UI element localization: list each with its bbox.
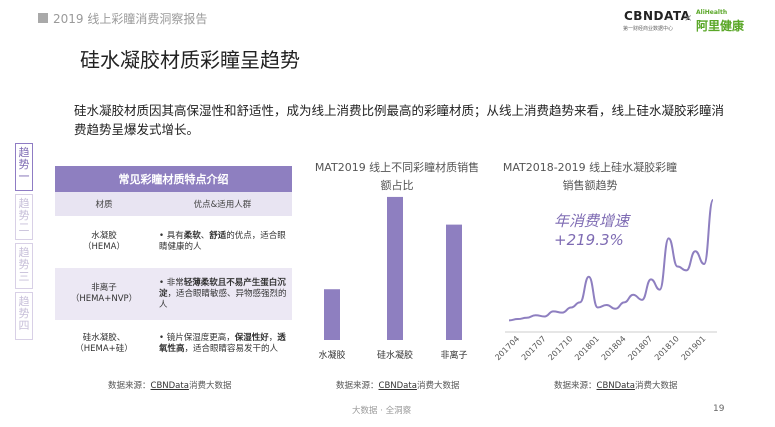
table-cell-desc: • 具有柔软、舒适的优点，适合眼睛健康的人 bbox=[153, 216, 292, 268]
x-tick-label: 201704 bbox=[495, 334, 521, 362]
table-row: 水凝胶 （HEMA） • 具有柔软、舒适的优点，适合眼睛健康的人 bbox=[55, 216, 292, 268]
table-cell-material: 水凝胶 （HEMA） bbox=[55, 216, 153, 268]
x-tick-label: 201810 bbox=[653, 334, 681, 362]
line-chart: 2017042017072017102018012018042018072018… bbox=[495, 199, 717, 362]
bar bbox=[324, 289, 340, 340]
x-tick-label: 201710 bbox=[546, 334, 574, 362]
cbndata-logo: CBNDATA bbox=[624, 9, 691, 23]
page-title: 硅水凝胶材质彩瞳呈趋势 bbox=[80, 48, 300, 72]
logo-separator: × bbox=[684, 13, 693, 24]
bar-category-label: 水凝胶 bbox=[318, 349, 345, 361]
side-tab-trend-4[interactable]: 趋势四 bbox=[15, 292, 33, 340]
table-cell-material: 硅水凝胶、 （HEMA+硅） bbox=[55, 320, 153, 368]
table-row: 非离子 （HEMA+NVP） • 非常轻薄柔软且不易产生蛋白沉淀，适合眼睛敏感、… bbox=[55, 268, 292, 320]
bar bbox=[446, 224, 462, 340]
report-title: 2019 线上彩瞳消费洞察报告 bbox=[53, 12, 208, 26]
x-tick-label: 201901 bbox=[680, 334, 708, 362]
material-table: 常见彩瞳材质特点介绍 材质 优点&适用人群 水凝胶 （HEMA） • 具有柔软、… bbox=[55, 166, 292, 368]
x-tick-label: 201804 bbox=[600, 334, 628, 362]
side-tab-trend-3[interactable]: 趋势三 bbox=[15, 243, 33, 289]
x-tick-label: 201807 bbox=[626, 334, 654, 362]
table-row: 硅水凝胶、 （HEMA+硅） • 镜片保湿度更高，保湿性好，透氧性高，适合眼睛容… bbox=[55, 320, 292, 368]
alihealth-logo-en: AliHealth bbox=[696, 9, 728, 16]
table-cell-desc: • 非常轻薄柔软且不易产生蛋白沉淀，适合眼睛敏感、异物感强烈的人 bbox=[153, 268, 292, 320]
line-chart-title: MAT2018-2019 线上硅水凝胶彩瞳销售额趋势 bbox=[502, 161, 678, 192]
table-header-material: 材质 bbox=[55, 192, 153, 216]
side-tab-trend-2[interactable]: 趋势二 bbox=[15, 194, 33, 240]
bar bbox=[387, 196, 403, 340]
bar-chart: 水凝胶 硅水凝胶 非离子 bbox=[318, 196, 468, 361]
table-header-desc: 优点&适用人群 bbox=[153, 192, 292, 216]
header-marker bbox=[38, 13, 48, 23]
cbndata-logo-subtitle: 第一财经商业数据中心 bbox=[623, 26, 674, 32]
table-cell-material: 非离子 （HEMA+NVP） bbox=[55, 268, 153, 320]
bar-category-label: 非离子 bbox=[440, 349, 467, 361]
data-source-3: 数据来源：CBNData消费大数据 bbox=[554, 381, 678, 391]
footer-slogan: 大数据 · 全洞察 bbox=[352, 406, 412, 416]
page-number: 19 bbox=[713, 404, 725, 414]
table-cell-desc: • 镜片保湿度更高，保湿性好，透氧性高，适合眼睛容易发干的人 bbox=[153, 320, 292, 368]
x-tick-label: 201707 bbox=[520, 334, 548, 362]
x-tick-label: 201801 bbox=[573, 334, 601, 362]
intro-paragraph: 硅水凝胶材质因其高保湿性和舒适性，成为线上消费比例最高的彩瞳材质；从线上消费趋势… bbox=[74, 103, 725, 137]
alihealth-logo-cn: 阿里健康 bbox=[696, 19, 745, 33]
side-tab-trend-1[interactable]: 趋势一 bbox=[15, 143, 33, 191]
bar-category-label: 硅水凝胶 bbox=[377, 349, 413, 361]
line-series bbox=[508, 199, 714, 322]
data-source-2: 数据来源：CBNData消费大数据 bbox=[336, 381, 460, 391]
growth-annotation: 年消费增速 +219.3% bbox=[554, 212, 630, 249]
table-caption: 常见彩瞳材质特点介绍 bbox=[55, 166, 292, 192]
bar-chart-title: MAT2019 线上不同彩瞳材质销售额占比 bbox=[314, 161, 480, 192]
data-source-1: 数据来源：CBNData消费大数据 bbox=[108, 381, 232, 391]
